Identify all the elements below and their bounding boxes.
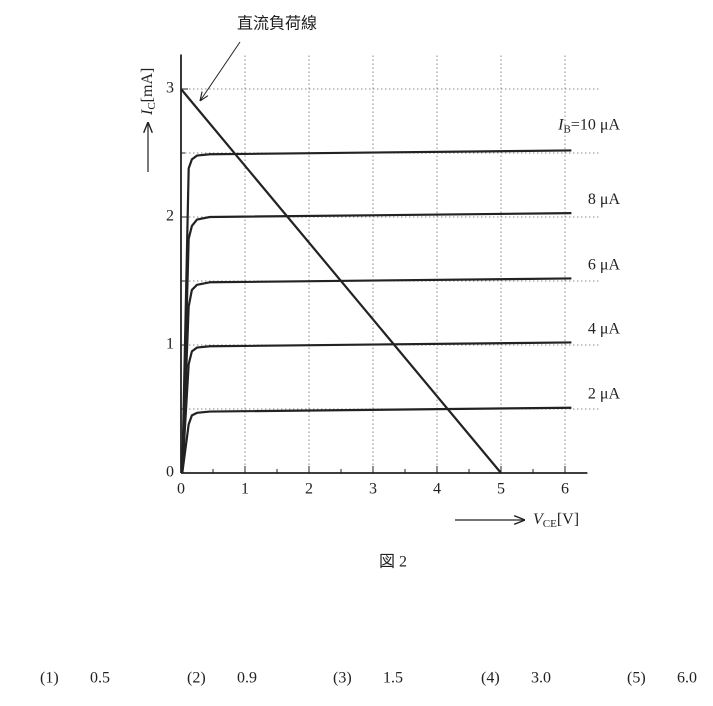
series-line	[181, 406, 572, 474]
x-tick-label: 0	[177, 481, 185, 498]
x-tick-label: 3	[369, 481, 377, 498]
series-label: IB=10 μA	[557, 116, 620, 135]
y-tick-label: 3	[166, 80, 174, 97]
choice-number: (2)	[187, 670, 206, 687]
series-line	[181, 212, 572, 474]
x-tick-label: 5	[497, 481, 505, 498]
choice-text: 0.9	[237, 670, 257, 687]
legend-entry: 10 μA	[580, 116, 621, 133]
choice-number: (5)	[627, 670, 646, 687]
x-tick-label: 1	[241, 481, 249, 498]
series-label: 6 μA	[588, 256, 621, 273]
choice-text: 6.0	[677, 670, 697, 687]
legend-entry: 4 μA	[588, 320, 621, 337]
y-tick-label: 0	[166, 464, 174, 481]
y-tick-label: 2	[166, 208, 174, 225]
load-line	[180, 88, 502, 474]
y-label: IC[mA]	[139, 68, 158, 116]
legend-entry: 8 μA	[588, 191, 621, 208]
series-label: 2 μA	[588, 385, 621, 402]
choice-number: (3)	[333, 670, 352, 687]
series-line	[181, 277, 572, 474]
annotation-arrow	[200, 41, 241, 101]
label-eq: =	[571, 116, 580, 133]
choice-text: 3.0	[531, 670, 551, 687]
legend-entry: 2 μA	[588, 385, 621, 402]
y-tick-label: 1	[166, 336, 174, 353]
label-sub: B	[563, 123, 570, 135]
legend-entry: 6 μA	[588, 256, 621, 273]
x-tick-label: 6	[561, 481, 569, 498]
choice-text: 0.5	[90, 670, 110, 687]
label-symbol: I	[557, 116, 564, 133]
series-label: 8 μA	[588, 191, 621, 208]
x-tick-label: 4	[433, 481, 441, 498]
series-label: 4 μA	[588, 320, 621, 337]
choice-text: 1.5	[383, 670, 403, 687]
annotation: 直流負荷線	[237, 15, 317, 33]
caption: 図 2	[379, 554, 407, 571]
choice-number: (1)	[40, 670, 59, 687]
x-tick-label: 2	[305, 481, 313, 498]
series-line	[181, 341, 572, 474]
series-line	[181, 149, 572, 474]
choice-number: (4)	[481, 670, 500, 687]
x-label: VCE[V]	[533, 511, 579, 530]
